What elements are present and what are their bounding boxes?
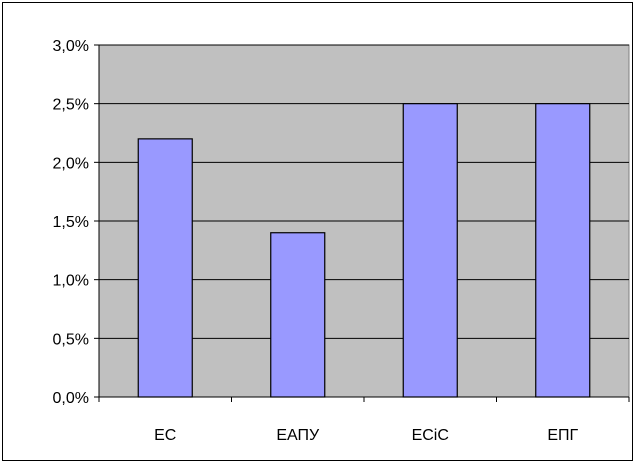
bar-4 xyxy=(536,104,590,397)
x-tick-label: ЕСіС xyxy=(412,427,449,444)
x-axis: ЕС ЕАПУ ЕСіС ЕПГ xyxy=(99,397,629,444)
bar-3 xyxy=(403,104,457,397)
y-tick-label: 1,0% xyxy=(53,273,89,290)
x-tick-label: ЕС xyxy=(154,427,176,444)
bar-2 xyxy=(271,233,325,397)
y-tick-label: 2,0% xyxy=(53,155,89,172)
x-tick-label: ЕПГ xyxy=(547,427,578,444)
y-tick-label: 0,0% xyxy=(53,390,89,407)
y-tick-label: 3,0% xyxy=(53,38,89,55)
y-tick-label: 1,5% xyxy=(53,214,89,231)
y-tick-label: 0,5% xyxy=(53,331,89,348)
y-axis: 0,0% 0,5% 1,0% 1,5% 2,0% 2,5% 3,0% xyxy=(53,38,99,407)
bar-1 xyxy=(138,139,192,397)
x-tick-label: ЕАПУ xyxy=(276,427,320,444)
y-tick-label: 2,5% xyxy=(53,97,89,114)
